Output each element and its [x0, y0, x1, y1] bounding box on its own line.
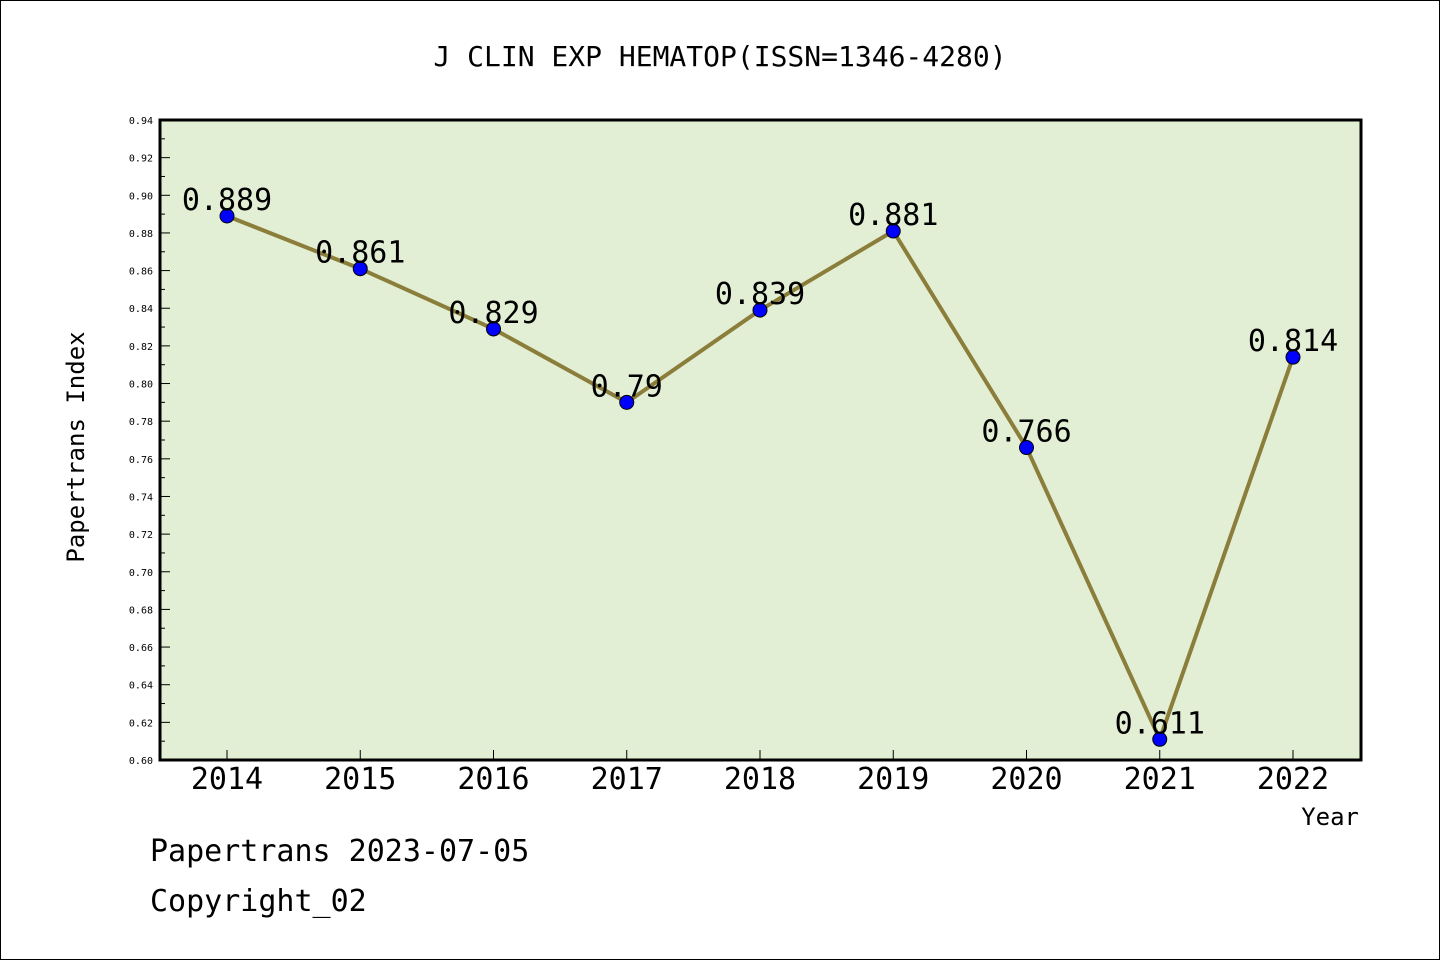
data-label: 0.766 [981, 415, 1071, 450]
data-label: 0.881 [848, 198, 938, 233]
y-tick-label: 0.62 [129, 718, 153, 729]
chart-title: J CLIN EXP HEMATOP(ISSN=1346-4280) [433, 40, 1006, 73]
x-tick-label: 2016 [457, 762, 529, 797]
x-tick-label: 2022 [1257, 762, 1329, 797]
y-tick-label: 0.68 [129, 605, 153, 616]
y-tick-label: 0.70 [129, 568, 153, 579]
data-point [486, 321, 501, 337]
data-label: 0.889 [182, 183, 272, 218]
y-tick-label: 0.86 [129, 267, 153, 278]
x-tick-label: 2014 [191, 762, 263, 797]
y-tick-label: 0.92 [129, 154, 153, 165]
y-tick-label: 0.78 [129, 417, 153, 428]
y-tick-label: 0.82 [129, 342, 153, 353]
y-tick-label: 0.60 [129, 756, 153, 767]
y-tick-label: 0.88 [129, 229, 153, 240]
data-label: 0.829 [448, 296, 538, 331]
plot-border [158, 118, 1363, 762]
data-point [219, 208, 235, 224]
y-tick-label: 0.84 [129, 304, 153, 315]
x-tick-label: 2017 [591, 762, 663, 797]
y-tick-label: 0.74 [129, 492, 153, 503]
x-tick-label: 2015 [324, 762, 396, 797]
x-tick-label: 2019 [857, 762, 929, 797]
x-axis-label: Year [1301, 803, 1359, 831]
data-label: 0.814 [1248, 324, 1338, 359]
x-tick-label: 2021 [1124, 762, 1196, 797]
data-point [1152, 731, 1168, 747]
data-label: 0.861 [315, 236, 405, 271]
plot-background [160, 120, 1361, 760]
data-label: 0.79 [591, 369, 663, 404]
y-tick-label: 0.94 [129, 116, 153, 127]
data-point [352, 261, 368, 277]
data-label: 0.839 [715, 277, 805, 312]
y-tick-label: 0.64 [129, 681, 153, 692]
data-point [1285, 349, 1301, 365]
y-axis-label: Papertrans Index [62, 331, 90, 562]
footer-copyright: Copyright_02 [150, 884, 367, 919]
data-point [752, 302, 768, 318]
x-tick-label: 2018 [724, 762, 796, 797]
data-label: 0.611 [1115, 706, 1205, 741]
data-point [885, 223, 901, 239]
y-tick-label: 0.76 [129, 455, 153, 466]
y-tick-label: 0.90 [129, 191, 153, 202]
y-tick-label: 0.66 [129, 643, 153, 654]
y-tick-label: 0.72 [129, 530, 153, 541]
x-tick-label: 2020 [990, 762, 1062, 797]
footer-date: Papertrans 2023-07-05 [150, 834, 530, 869]
data-point [619, 394, 635, 410]
data-point [1019, 440, 1034, 456]
y-tick-label: 0.80 [129, 380, 153, 391]
plot-area: 0.60 0.62 0.64 0.66 0.68 0.70 0.72 0.74 0.76 0.78… [129, 116, 1363, 797]
